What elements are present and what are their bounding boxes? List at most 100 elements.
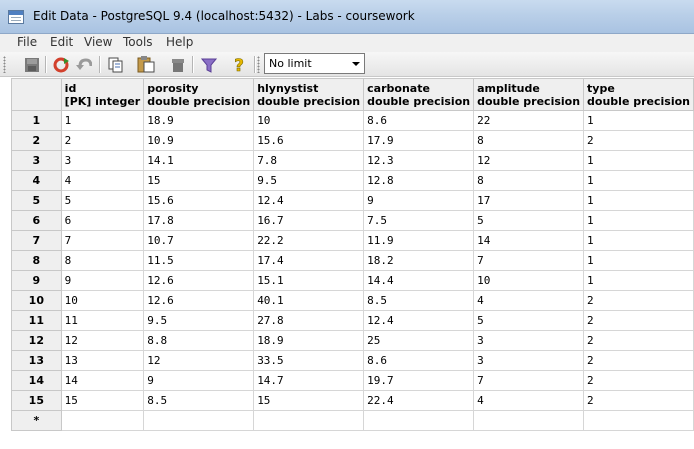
table-cell-hlynystist[interactable]: 17.4 [253, 250, 365, 271]
row-header[interactable]: 8 [11, 250, 62, 271]
table-cell-id[interactable]: 4 [60, 170, 145, 191]
table-cell-hlynystist[interactable]: 15.1 [253, 270, 365, 291]
row-header[interactable]: 1 [11, 110, 62, 131]
table-row[interactable]: 10 10 12.6 40.1 8.5 4 2 [11, 290, 694, 311]
help-button[interactable]: ? [229, 55, 249, 74]
copy-button[interactable] [106, 55, 126, 74]
column-header-porosity[interactable]: porosity double precision [143, 78, 255, 111]
table-cell-carbonate[interactable]: 8.6 [363, 350, 475, 371]
table-cell-id[interactable]: 7 [60, 230, 145, 251]
table-cell-carbonate[interactable]: 17.9 [363, 130, 475, 151]
table-cell-amplitude[interactable]: 3 [473, 350, 585, 371]
refresh-button[interactable] [52, 55, 72, 74]
table-cell-type[interactable]: 2 [583, 130, 694, 151]
table-cell-hlynystist[interactable]: 15.6 [253, 130, 365, 151]
table-cell-carbonate[interactable]: 8.5 [363, 290, 475, 311]
table-cell-hlynystist[interactable]: 22.2 [253, 230, 365, 251]
table-cell-id[interactable]: 1 [60, 110, 145, 131]
table-cell-carbonate[interactable]: 8.6 [363, 110, 475, 131]
table-cell-type[interactable]: 2 [583, 310, 694, 331]
table-cell-carbonate[interactable]: 12.4 [363, 310, 475, 331]
table-cell-porosity[interactable]: 8.5 [143, 390, 255, 411]
new-row-cell-amplitude[interactable] [473, 410, 585, 431]
table-cell-type[interactable]: 2 [583, 290, 694, 311]
row-header[interactable]: 2 [11, 130, 62, 151]
new-row-cell-id[interactable] [60, 410, 145, 431]
table-cell-porosity[interactable]: 10.9 [143, 130, 255, 151]
undo-button[interactable] [74, 55, 94, 74]
table-cell-hlynystist[interactable]: 10 [253, 110, 365, 131]
column-header-id[interactable]: id [PK] integer [60, 78, 145, 111]
filter-button[interactable] [199, 55, 219, 74]
table-row[interactable]: 9 9 12.6 15.1 14.4 10 1 [11, 270, 694, 291]
table-cell-hlynystist[interactable]: 18.9 [253, 330, 365, 351]
table-cell-id[interactable]: 12 [60, 330, 145, 351]
table-cell-type[interactable]: 1 [583, 150, 694, 171]
table-cell-porosity[interactable]: 10.7 [143, 230, 255, 251]
table-cell-porosity[interactable]: 9.5 [143, 310, 255, 331]
row-header[interactable]: 5 [11, 190, 62, 211]
table-cell-type[interactable]: 1 [583, 190, 694, 211]
table-cell-porosity[interactable]: 12.6 [143, 290, 255, 311]
table-cell-type[interactable]: 1 [583, 270, 694, 291]
table-cell-porosity[interactable]: 15.6 [143, 190, 255, 211]
table-cell-amplitude[interactable]: 4 [473, 390, 585, 411]
table-cell-hlynystist[interactable]: 33.5 [253, 350, 365, 371]
table-cell-id[interactable]: 11 [60, 310, 145, 331]
table-cell-porosity[interactable]: 12 [143, 350, 255, 371]
table-cell-id[interactable]: 9 [60, 270, 145, 291]
menu-view[interactable]: View [84, 35, 113, 49]
table-cell-hlynystist[interactable]: 15 [253, 390, 365, 411]
row-limit-select[interactable]: No limit [264, 53, 365, 74]
table-cell-type[interactable]: 1 [583, 110, 694, 131]
new-row-cell-carbonate[interactable] [363, 410, 475, 431]
table-cell-id[interactable]: 6 [60, 210, 145, 231]
table-row[interactable]: 4 4 15 9.5 12.8 8 1 [11, 170, 694, 191]
table-row[interactable]: 13 13 12 33.5 8.6 3 2 [11, 350, 694, 371]
table-cell-porosity[interactable]: 15 [143, 170, 255, 191]
table-cell-type[interactable]: 1 [583, 250, 694, 271]
table-cell-amplitude[interactable]: 5 [473, 210, 585, 231]
table-cell-porosity[interactable]: 8.8 [143, 330, 255, 351]
table-row[interactable]: 12 12 8.8 18.9 25 3 2 [11, 330, 694, 351]
row-header[interactable]: 10 [11, 290, 62, 311]
paste-button[interactable] [136, 55, 156, 74]
table-cell-porosity[interactable]: 11.5 [143, 250, 255, 271]
table-cell-carbonate[interactable]: 9 [363, 190, 475, 211]
row-header[interactable]: 13 [11, 350, 62, 371]
table-cell-carbonate[interactable]: 19.7 [363, 370, 475, 391]
table-cell-amplitude[interactable]: 5 [473, 310, 585, 331]
table-cell-porosity[interactable]: 9 [143, 370, 255, 391]
row-header[interactable]: 7 [11, 230, 62, 251]
table-cell-carbonate[interactable]: 25 [363, 330, 475, 351]
table-cell-hlynystist[interactable]: 9.5 [253, 170, 365, 191]
row-header[interactable]: 3 [11, 150, 62, 171]
row-header[interactable]: 14 [11, 370, 62, 391]
table-cell-amplitude[interactable]: 8 [473, 170, 585, 191]
menu-tools[interactable]: Tools [123, 35, 153, 49]
table-cell-carbonate[interactable]: 12.3 [363, 150, 475, 171]
table-cell-hlynystist[interactable]: 12.4 [253, 190, 365, 211]
table-cell-carbonate[interactable]: 14.4 [363, 270, 475, 291]
menu-help[interactable]: Help [166, 35, 194, 49]
table-cell-amplitude[interactable]: 12 [473, 150, 585, 171]
table-cell-amplitude[interactable]: 7 [473, 370, 585, 391]
row-header[interactable]: 11 [11, 310, 62, 331]
new-row-marker[interactable]: * [11, 410, 62, 431]
table-cell-type[interactable]: 1 [583, 230, 694, 251]
save-button[interactable] [22, 55, 42, 74]
table-row[interactable]: 15 15 8.5 15 22.4 4 2 [11, 390, 694, 411]
new-row[interactable]: * [11, 410, 694, 431]
table-row[interactable]: 6 6 17.8 16.7 7.5 5 1 [11, 210, 694, 231]
table-cell-id[interactable]: 3 [60, 150, 145, 171]
table-cell-hlynystist[interactable]: 16.7 [253, 210, 365, 231]
table-cell-id[interactable]: 8 [60, 250, 145, 271]
chevron-down-icon[interactable] [352, 62, 360, 66]
table-cell-type[interactable]: 2 [583, 370, 694, 391]
table-cell-carbonate[interactable]: 11.9 [363, 230, 475, 251]
row-header[interactable]: 12 [11, 330, 62, 351]
row-header[interactable]: 4 [11, 170, 62, 191]
table-cell-id[interactable]: 14 [60, 370, 145, 391]
grid-corner[interactable] [11, 78, 62, 111]
table-cell-type[interactable]: 1 [583, 210, 694, 231]
